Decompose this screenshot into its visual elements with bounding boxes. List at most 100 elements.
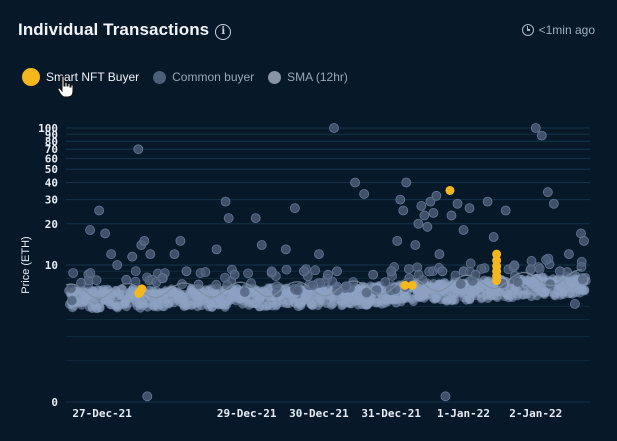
x-tick-label: 1-Jan-22	[437, 407, 490, 420]
scatter-point-common	[534, 263, 545, 274]
scatter-point-common	[361, 287, 372, 298]
scatter-point-common	[428, 208, 439, 218]
scatter-point-common	[112, 260, 123, 270]
legend-swatch-common-buyer	[153, 70, 167, 84]
scatter-point-common	[542, 187, 553, 198]
scatter-point-smart	[492, 276, 502, 286]
scatter-point-common	[200, 267, 211, 277]
scatter-point-common	[530, 123, 541, 133]
scatter-point-common	[271, 281, 282, 292]
scatter-point-common	[437, 266, 448, 277]
scatter-point-common	[580, 286, 590, 296]
scatter-point-common	[470, 269, 481, 280]
scatter-point-common	[118, 284, 128, 294]
legend-item-common-buyer[interactable]: Common buyer	[153, 70, 254, 84]
scatter-point-common	[458, 225, 469, 235]
scatter-point-common	[243, 268, 253, 279]
scatter-point-common	[465, 258, 476, 269]
y-tick-label: 30	[45, 194, 58, 207]
scatter-point-common	[85, 268, 96, 278]
x-tick-label: 27-Dec-21	[72, 407, 132, 420]
y-tick-label: 70	[45, 143, 58, 156]
legend-item-smart-nft-buyer[interactable]: Smart NFT Buyer	[22, 68, 139, 86]
scatter-point-common	[525, 264, 536, 275]
scatter-point-common	[413, 269, 424, 280]
y-tick-label: 10	[45, 259, 58, 272]
scatter-point-common	[413, 218, 424, 229]
scatter-point-common	[121, 274, 132, 285]
scatter-point-common	[280, 244, 291, 255]
y-tick-label: 50	[45, 163, 58, 176]
scatter-point-common	[67, 295, 77, 306]
scatter-point-common	[175, 235, 186, 246]
scatter-point-common	[434, 249, 445, 260]
hand-cursor-icon	[57, 75, 74, 98]
scatter-point-common	[327, 276, 338, 287]
scatter-point-common	[431, 190, 442, 201]
scatter-point-common	[476, 264, 487, 274]
legend-label-smart-nft-buyer: Smart NFT Buyer	[46, 70, 140, 84]
scatter-point-common	[425, 196, 436, 207]
scatter-point-common	[308, 280, 318, 291]
y-tick-label: 80	[45, 135, 58, 148]
scatter-point-common	[341, 281, 351, 292]
scatter-point-common	[106, 249, 117, 260]
scatter-point-common	[329, 123, 339, 133]
scatter-point-common	[130, 266, 141, 277]
y-axis-label: Price (ETH)	[20, 236, 32, 293]
scatter-point-common	[452, 198, 463, 209]
scatter-point-common	[76, 278, 86, 288]
info-icon[interactable]: i	[215, 24, 232, 40]
scatter-point-common	[359, 189, 370, 199]
scatter-point-common	[488, 232, 499, 242]
x-tick-label: 31-Dec-21	[361, 407, 421, 420]
scatter-point-common	[401, 177, 412, 188]
scatter-point-smart	[407, 280, 417, 290]
x-tick-label: 2-Jan-22	[509, 407, 562, 420]
scatter-point-common	[564, 249, 574, 260]
last-updated-text: <1min ago	[538, 23, 595, 37]
legend-label-common-buyer: Common buyer	[172, 70, 255, 84]
scatter-point-common	[419, 210, 430, 221]
scatter-point-common	[211, 244, 222, 255]
y-tick-label: 0	[51, 396, 58, 409]
chart-title: Individual Transactions	[18, 20, 210, 39]
scatter-point-common	[398, 205, 409, 216]
scatter-point-common	[350, 177, 361, 188]
scatter-point-common	[392, 235, 403, 246]
scatter-point-common	[299, 266, 309, 277]
legend-item-sma[interactable]: SMA (12hr)	[268, 70, 348, 84]
scatter-point-common	[250, 213, 261, 223]
legend-label-sma: SMA (12hr)	[287, 70, 348, 84]
scatter-point-common	[142, 391, 153, 402]
legend-swatch-sma	[268, 70, 282, 84]
scatter-point-common	[95, 303, 105, 313]
x-tick-label: 29-Dec-21	[217, 407, 277, 420]
scatter-point-common	[579, 235, 589, 246]
scatter-point-common	[464, 203, 475, 214]
scatter-point-common	[139, 235, 150, 246]
scatter-point-common	[455, 279, 466, 290]
clock-icon	[521, 24, 534, 36]
scatter-point-common	[570, 299, 580, 309]
scatter-point-common	[416, 201, 427, 211]
scatter-point-common	[229, 269, 240, 280]
scatter-point-common	[368, 269, 379, 280]
scatter-point-smart	[137, 284, 147, 294]
scatter-point-common	[526, 256, 537, 266]
scatter-point-common	[422, 221, 433, 232]
scatter-point-common	[545, 279, 555, 289]
scatter-point-common	[256, 240, 267, 250]
scatter-point-common	[386, 266, 397, 277]
scatter-point-common	[395, 194, 406, 205]
scatter-point-smart	[492, 249, 502, 259]
scatter-point-common	[127, 251, 138, 262]
y-tick-label: 100	[38, 122, 58, 135]
scatter-point-common	[85, 225, 95, 235]
scatter-point-common	[68, 268, 79, 278]
scatter-point-common	[310, 265, 321, 276]
y-tick-label: 60	[45, 152, 58, 165]
y-tick-label: 90	[45, 128, 58, 141]
legend-swatch-smart-nft-buyer	[22, 68, 40, 86]
scatter-point-common	[133, 144, 144, 155]
